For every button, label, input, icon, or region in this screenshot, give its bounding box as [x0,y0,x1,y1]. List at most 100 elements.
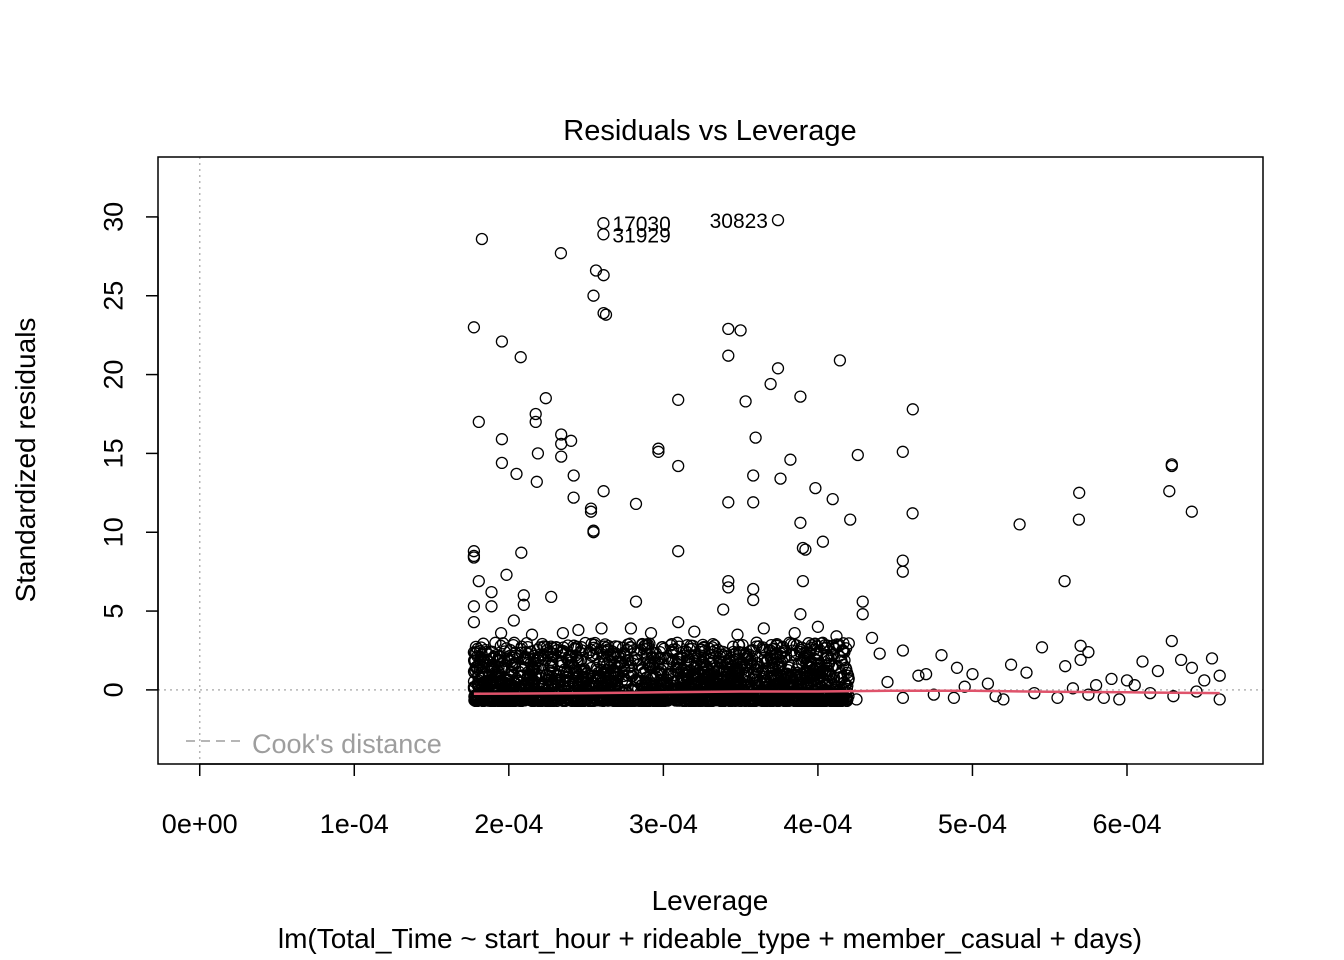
data-point [865,631,879,645]
data-point [500,673,513,686]
data-point [664,639,677,652]
data-point [935,649,948,662]
data-point [749,431,762,444]
data-point [830,630,843,643]
data-point [1082,645,1095,659]
data-point [610,694,623,708]
y-tick-label: 25 [98,281,128,311]
data-point [500,568,513,581]
data-point [737,689,750,702]
data-point [486,673,499,686]
data-point [514,676,528,689]
point-id-label: 17030 [612,213,670,236]
data-point [643,694,656,708]
x-tick-label: 4e-04 [783,809,852,839]
labeled-data-point [597,217,610,230]
data-point [729,647,742,660]
data-point [529,407,542,421]
data-point [555,428,568,441]
data-point [747,496,760,509]
labeled-data-point [771,213,785,227]
data-point [1074,639,1087,652]
data-point [813,669,826,682]
data-point [534,651,547,665]
data-point [822,674,836,687]
data-point [825,687,838,701]
data-point [749,668,763,682]
data-point [597,485,610,498]
data-point [698,693,711,706]
data-point [639,675,652,688]
data-point [500,642,513,655]
data-point [634,643,647,657]
data-point [644,657,657,670]
data-point [706,676,719,690]
data-point [906,403,919,416]
data-point [1213,669,1226,682]
data-point [694,645,708,659]
data-point [560,688,574,702]
data-point [721,670,734,683]
dense-point-cloud [467,636,855,708]
data-point [554,247,568,260]
data-point [649,694,662,708]
data-point [597,306,610,320]
data-point [514,351,527,364]
data-point [795,643,808,657]
data-point [652,442,665,455]
point-id-label: 30823 [710,210,768,233]
data-point [912,669,925,682]
data-point [572,623,585,637]
data-point [832,661,845,674]
data-point [485,600,498,613]
data-point [790,682,804,696]
data-point [665,646,679,659]
data-point [1151,664,1165,678]
legend-label: Cook's distance [252,729,442,759]
data-point [475,232,489,246]
data-point [1020,666,1033,679]
data-point [717,603,730,616]
data-point [623,637,637,650]
data-point [555,678,569,691]
data-point [804,693,817,706]
data-point [468,666,481,679]
x-axis: 0e+00 1e-04 2e-04 3e-04 4e-04 5e-04 6e-04 [162,763,1162,839]
data-point [515,546,528,559]
data-point [734,682,747,695]
data-point [696,638,709,652]
data-point [771,362,785,375]
data-point [586,669,599,683]
data-point [531,447,545,460]
data-point [486,652,499,665]
data-point [469,661,482,674]
data-point [486,694,499,708]
data-point [1058,574,1071,588]
data-point [479,646,493,659]
data-point [774,472,787,485]
data-point [1004,658,1018,671]
data-point [672,459,685,473]
data-point [906,507,919,520]
data-point [744,658,757,671]
data-point [1167,690,1180,703]
data-point [472,574,485,588]
data-point [642,658,656,672]
data-point [1198,674,1211,687]
data-point [783,636,796,649]
data-point [790,639,803,652]
data-point [1128,679,1141,692]
data-point [958,680,971,693]
data-point [512,670,525,683]
data-point [747,582,760,596]
data-point [672,393,685,406]
data-point [896,554,909,567]
data-point [841,669,855,682]
data-point [1165,634,1178,648]
data-point [585,661,598,675]
data-point [500,694,514,707]
data-point [794,390,807,403]
data-point [477,637,490,650]
